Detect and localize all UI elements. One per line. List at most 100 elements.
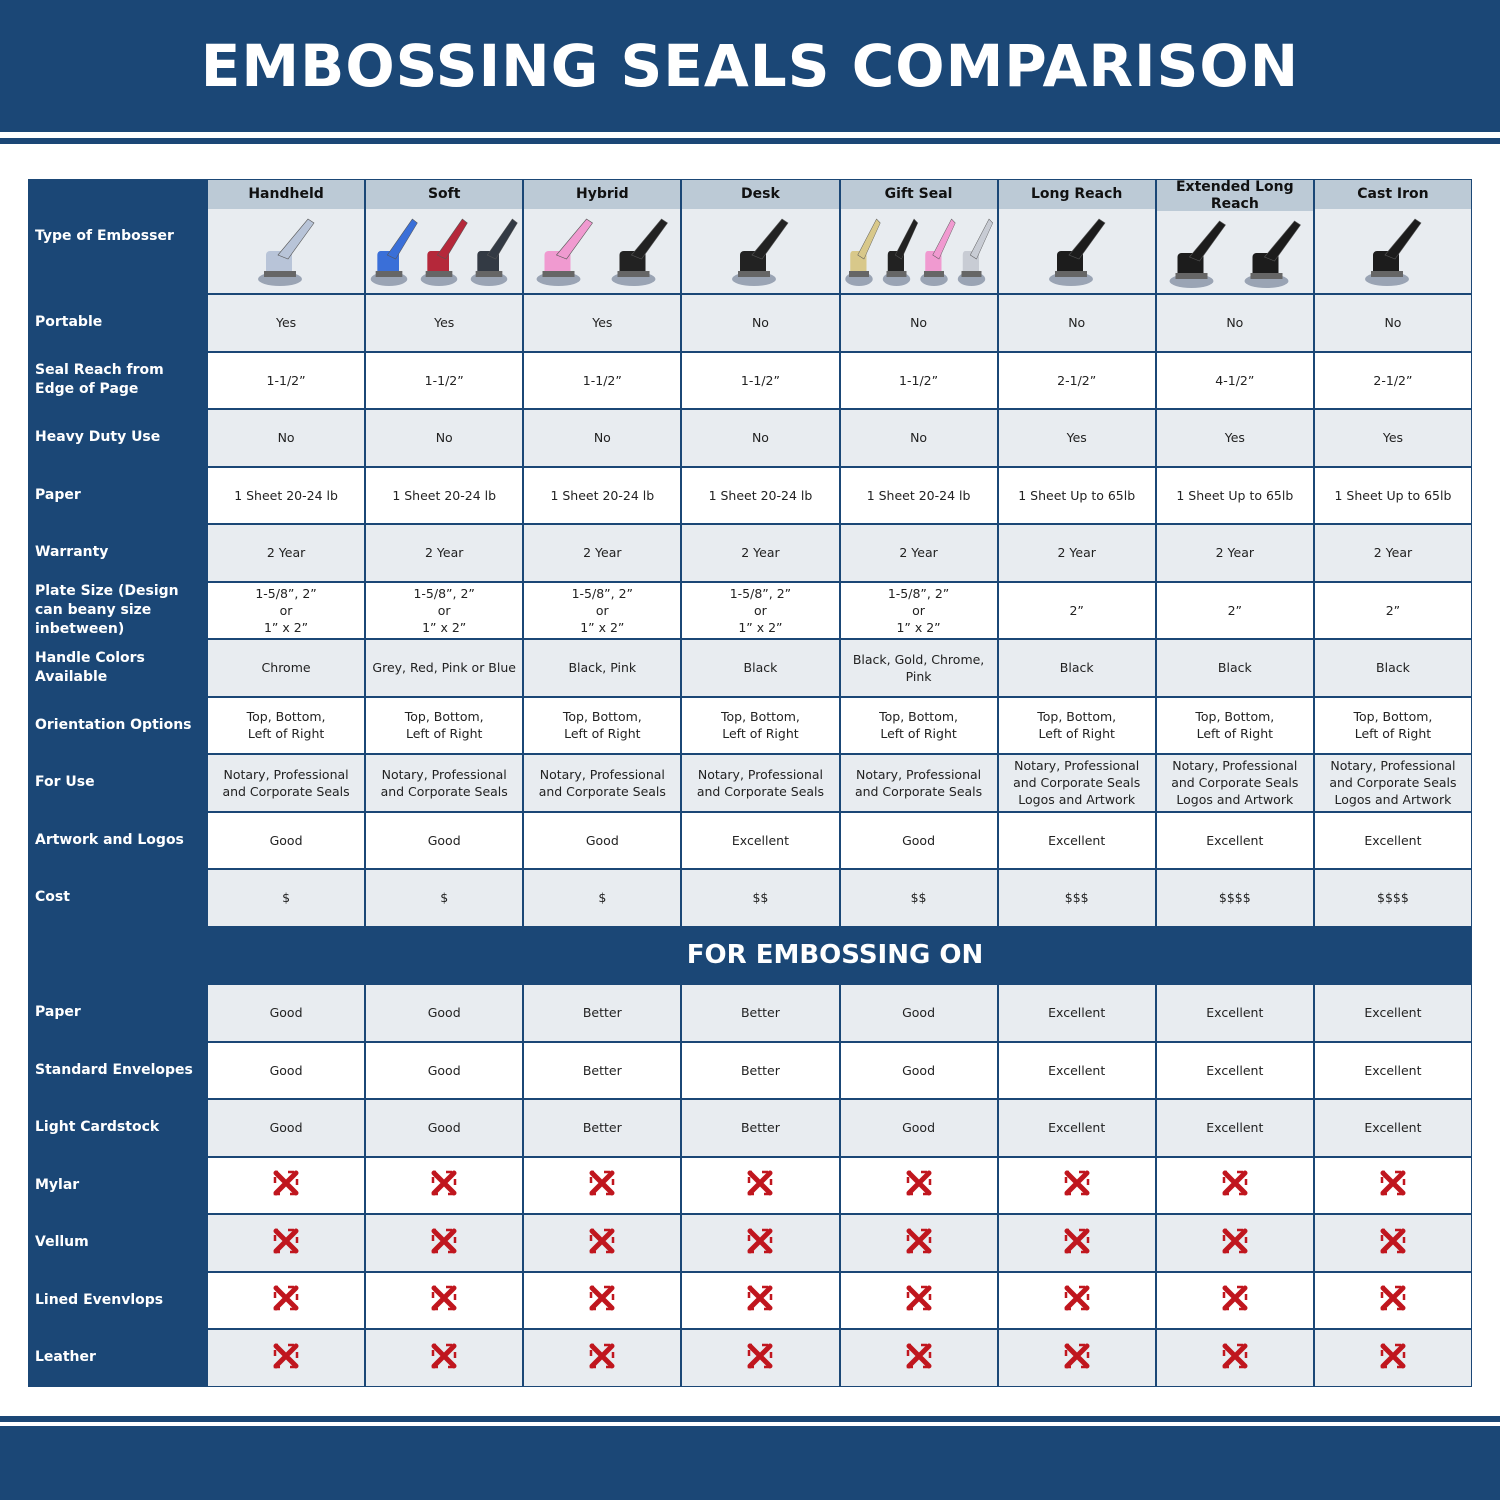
table-cell: Excellent [998,985,1155,1041]
table-cell [524,1215,681,1271]
table-cell: Notary, Professional and Corporate Seals… [998,755,1155,811]
x-icon [1222,1228,1248,1258]
table-cell: Notary, Professional and Corporate Seals [366,755,523,811]
table-cell [682,1272,839,1328]
column-name: Handheld [208,180,365,209]
table-cell: Top, Bottom, Left of Right [366,697,523,753]
table-cell: Good [840,1100,997,1156]
embosser-image [844,209,994,293]
table-cell: Black [1314,640,1471,696]
table-cell: Excellent [998,1042,1155,1098]
column-name: Cast Iron [1314,180,1471,209]
table-cell: Yes [1314,410,1471,466]
row-label: Leather [29,1330,206,1386]
table-cell: Good [366,985,523,1041]
table-cell: 2 Year [840,525,997,581]
table-cell: Better [682,1042,839,1098]
table-cell [840,1330,997,1386]
table-cell [1314,1215,1471,1271]
page-title: EMBOSSING SEALS COMPARISON [200,32,1300,100]
column-header: Extended Long Reach [1156,179,1313,293]
divider [0,138,1500,144]
table-cell: No [840,410,997,466]
row-label: Paper [29,467,206,523]
column-name: Desk [682,180,839,209]
table-cell: Excellent [1314,1042,1471,1098]
table-cell: No [1314,295,1471,351]
table-cell: Good [524,812,681,868]
table-cell [998,1272,1155,1328]
table-cell: $ [366,870,523,926]
table-cell: Excellent [1156,985,1313,1041]
table-cell [208,1157,365,1213]
column-name: Extended Long Reach [1156,179,1313,212]
table-cell: Good [840,1042,997,1098]
section-title: FOR EMBOSSING ON [29,927,1471,983]
embosser-image [685,209,835,293]
table-cell [1156,1215,1313,1271]
embosser-image [369,209,519,293]
table-cell: Top, Bottom, Left of Right [840,697,997,753]
x-icon [431,1285,457,1315]
footer-band [0,1426,1500,1500]
table-cell: Top, Bottom, Left of Right [524,697,681,753]
row-label: Artwork and Logos [29,812,206,868]
table-cell [998,1157,1155,1213]
table-cell: Top, Bottom, Left of Right [1314,697,1471,753]
table-cell: 1-5/8”, 2” or 1” x 2” [208,582,365,638]
row-label: Vellum [29,1215,206,1271]
corner-label: Type of Embosser [29,180,206,293]
x-icon [747,1228,773,1258]
table-cell: 1-1/2” [840,352,997,408]
table-cell: 1-5/8”, 2” or 1” x 2” [840,582,997,638]
table-cell: $$ [682,870,839,926]
x-icon [589,1170,615,1200]
column-name: Hybrid [524,180,681,209]
table-cell: Black, Pink [524,640,681,696]
table-cell: Good [366,1100,523,1156]
x-icon [1380,1170,1406,1200]
table-cell [524,1157,681,1213]
table-cell: 4-1/2” [1156,352,1313,408]
row-label: Portable [29,295,206,351]
table-cell [682,1215,839,1271]
table-cell: Excellent [682,812,839,868]
table-cell: 2 Year [208,525,365,581]
table-cell: Top, Bottom, Left of Right [682,697,839,753]
column-name: Soft [366,180,523,209]
x-icon [906,1343,932,1373]
table-cell: Good [840,812,997,868]
row-label: Cost [29,870,206,926]
row-label: Lined Evenvlops [29,1272,206,1328]
x-icon [273,1343,299,1373]
x-icon [589,1285,615,1315]
table-cell [840,1157,997,1213]
x-icon [1380,1343,1406,1373]
table-cell: Excellent [1156,1100,1313,1156]
table-cell [998,1330,1155,1386]
x-icon [1222,1285,1248,1315]
x-icon [1380,1228,1406,1258]
divider [0,1416,1500,1422]
comparison-table: Type of Embosser Handheld Soft Hybrid [28,179,1472,1387]
table-cell: Notary, Professional and Corporate Seals… [1314,755,1471,811]
embosser-image [527,209,677,293]
x-icon [1064,1228,1090,1258]
x-icon [431,1228,457,1258]
table-cell: Top, Bottom, Left of Right [998,697,1155,753]
table-cell: Excellent [1314,1100,1471,1156]
x-icon [1222,1343,1248,1373]
table-cell: Black [998,640,1155,696]
table-cell [1156,1272,1313,1328]
x-icon [1064,1343,1090,1373]
table-cell: 1-1/2” [524,352,681,408]
table-cell: Good [366,1042,523,1098]
table-cell: No [366,410,523,466]
row-label: Light Cardstock [29,1100,206,1156]
table-cell: 1-1/2” [682,352,839,408]
embosser-image [1002,209,1152,293]
table-cell: No [682,295,839,351]
table-cell: Good [840,985,997,1041]
table-cell: Top, Bottom, Left of Right [208,697,365,753]
table-cell: Better [524,985,681,1041]
